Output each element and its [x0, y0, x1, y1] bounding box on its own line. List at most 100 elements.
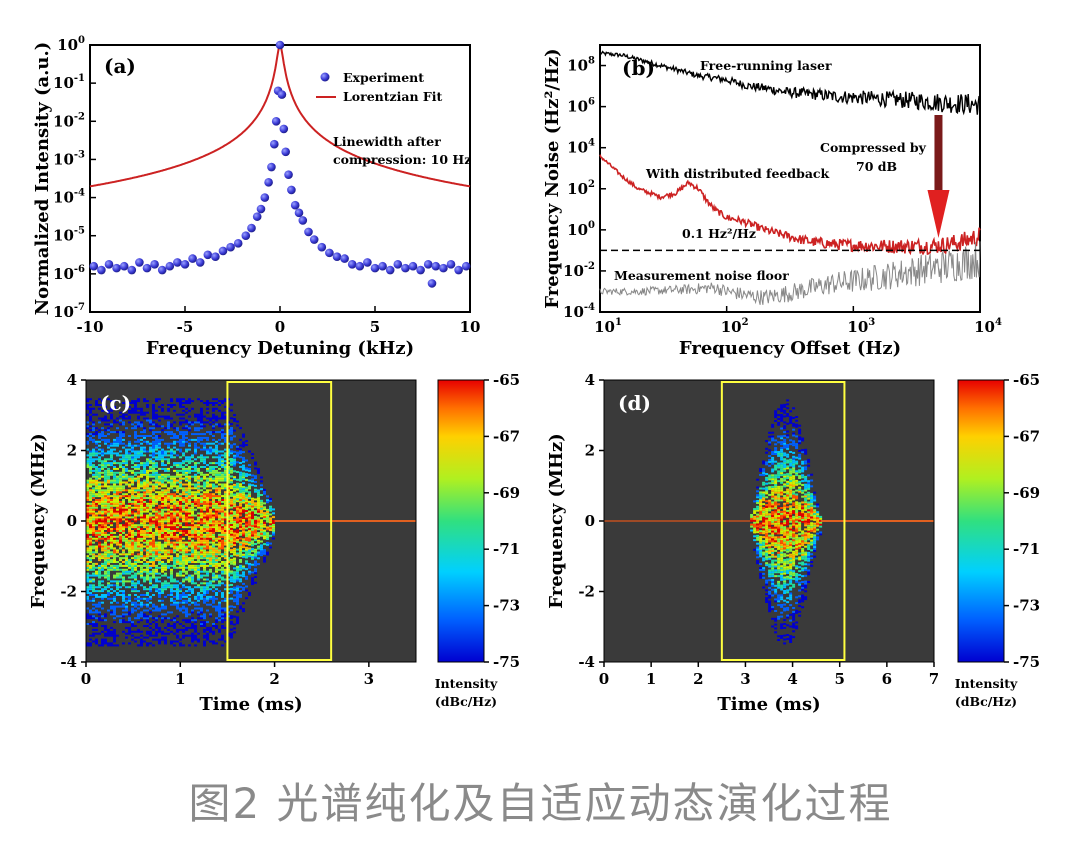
panel-c-speckle [146, 405, 149, 408]
panel-c-speckle [173, 530, 176, 532]
panel-c-speckle [206, 626, 209, 629]
panel-c-speckle [197, 566, 200, 569]
panel-c-speckle [143, 466, 146, 468]
panel-c-speckle [158, 442, 161, 445]
panel-c-speckle [173, 516, 176, 519]
panel-c-speckle [110, 514, 113, 517]
panel-c-speckle [182, 611, 185, 614]
panel-c-speckle [92, 599, 95, 602]
panel-b-x-tick-label: 103 [847, 317, 875, 336]
panel-c-speckle [245, 494, 248, 497]
panel-c-speckle [86, 607, 89, 610]
panel-c-speckle [104, 495, 107, 498]
panel-c-speckle [176, 595, 179, 598]
panel-c-speckle [125, 508, 128, 511]
panel-c-speckle [170, 431, 173, 434]
panel-d-speckle [759, 487, 763, 490]
panel-c-speckle [149, 495, 152, 498]
panel-c-speckle [173, 436, 176, 439]
panel-c-speckle [161, 493, 164, 496]
panel-c-speckle [107, 644, 110, 647]
panel-c-speckle [215, 528, 218, 530]
panel-c-speckle [170, 516, 173, 519]
panel-c-speckle [230, 580, 233, 583]
panel-c-speckle [218, 619, 221, 622]
panel-c-speckle [92, 469, 95, 472]
panel-c-speckle [236, 566, 239, 568]
panel-c-speckle [104, 595, 107, 598]
panel-c-speckle [179, 566, 182, 569]
panel-c-speckle [134, 497, 137, 499]
panel-d-speckle [759, 572, 763, 575]
panel-c-speckle [176, 440, 179, 443]
panel-c-speckle [110, 559, 113, 562]
panel-c-speckle [95, 590, 98, 593]
panel-d-speckle [753, 548, 757, 551]
panel-c-speckle [197, 557, 200, 560]
panel-c-speckle [161, 425, 164, 428]
panel-c-speckle [170, 481, 173, 484]
panel-c-speckle [212, 590, 215, 593]
panel-c-speckle [260, 488, 263, 491]
panel-c-speckle [152, 433, 155, 436]
panel-c-speckle [206, 495, 209, 498]
panel-c-speckle [194, 570, 197, 573]
panel-d-speckle [762, 508, 766, 511]
panel-c-speckle [206, 516, 209, 519]
panel-c-speckle [218, 458, 221, 461]
panel-c-speckle [110, 454, 113, 457]
panel-c-speckle [236, 482, 239, 485]
panel-c-speckle [251, 544, 254, 547]
panel-c-speckle [137, 495, 140, 498]
panel-d-speckle [762, 551, 766, 554]
panel-c-speckle [134, 514, 137, 517]
panel-c-speckle [239, 493, 242, 495]
panel-c-speckle [251, 530, 254, 533]
panel-c-speckle [179, 570, 182, 573]
panel-c-speckle [185, 562, 188, 565]
panel-d-speckle [771, 559, 775, 562]
panel-c-speckle [161, 547, 164, 550]
panel-c-speckle [86, 562, 89, 565]
panel-c-speckle [164, 551, 167, 554]
panel-c-speckle [152, 518, 155, 521]
panel-c-speckle [101, 475, 104, 478]
panel-c-speckle [254, 477, 257, 480]
panel-c-speckle [254, 552, 257, 555]
panel-c-speckle [155, 578, 158, 581]
panel-c-speckle [161, 528, 164, 530]
panel-c-speckle [257, 472, 260, 474]
panel-c-speckle [176, 473, 179, 476]
panel-c-speckle [179, 539, 182, 542]
panel-c-speckle [188, 516, 191, 519]
panel-c-speckle [95, 555, 98, 558]
panel-c-speckle [200, 442, 203, 445]
panel-c-speckle [128, 580, 131, 583]
panel-c-speckle [122, 578, 125, 581]
panel-c-speckle [155, 475, 158, 478]
panel-c-speckle [191, 433, 194, 436]
panel-c-speckle [116, 584, 119, 587]
panel-c-speckle [95, 605, 98, 608]
panel-c-speckle [245, 498, 248, 501]
panel-c-speckle [200, 557, 203, 560]
panel-c-speckle [98, 464, 101, 467]
panel-c-speckle [248, 533, 251, 536]
panel-c-speckle [155, 619, 158, 622]
panel-a-data-point [127, 265, 137, 275]
panel-c-speckle [110, 499, 113, 501]
panel-c-speckle [95, 483, 98, 486]
panel-c-speckle [155, 456, 158, 459]
panel-d-speckle [774, 536, 778, 539]
panel-c-speckle [143, 436, 146, 439]
panel-c-speckle [248, 563, 251, 565]
panel-d-speckle [759, 553, 763, 556]
panel-c-speckle [119, 535, 122, 538]
panel-c-speckle [173, 510, 176, 513]
panel-c-speckle [89, 566, 92, 569]
panel-c-speckle [113, 504, 116, 507]
panel-c-speckle [257, 508, 260, 511]
panel-c-speckle [182, 516, 185, 519]
panel-c-speckle [197, 481, 200, 484]
panel-c-speckle [176, 603, 179, 606]
